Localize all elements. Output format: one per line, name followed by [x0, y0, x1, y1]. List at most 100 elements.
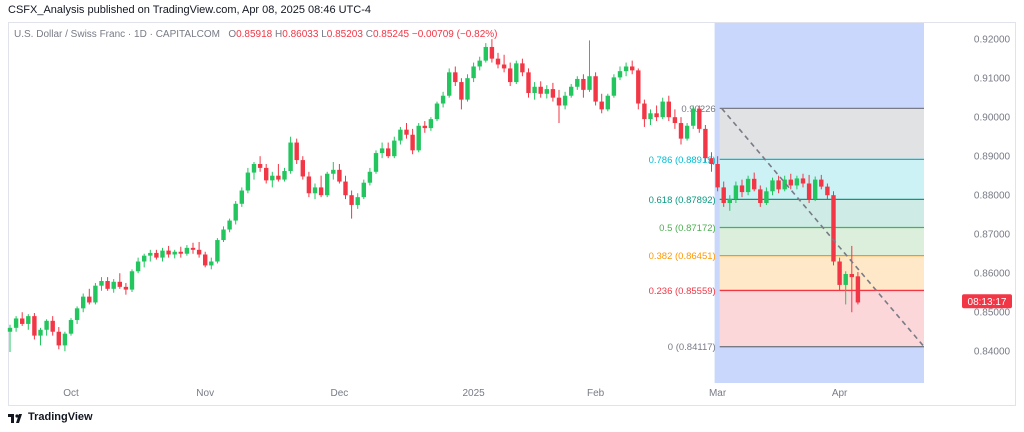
- candle-body: [422, 125, 427, 129]
- candle-body: [294, 142, 299, 161]
- candle-body: [355, 197, 360, 205]
- candle-body: [99, 281, 104, 286]
- fib-band-base: [719, 227, 924, 256]
- candle-body: [544, 89, 549, 94]
- candle-body: [410, 134, 415, 151]
- candle-body: [38, 329, 43, 336]
- y-tick-label: 0.87000: [974, 230, 1011, 241]
- candle-body: [81, 296, 86, 309]
- fib-band-2: [719, 199, 924, 228]
- x-tick-label: Oct: [63, 388, 79, 399]
- y-tick-label: 0.92000: [974, 35, 1011, 46]
- candle-body: [489, 46, 495, 59]
- fib-band-5: [719, 290, 924, 347]
- candle-body: [526, 72, 531, 93]
- fib-band-1: [719, 159, 924, 200]
- candle-body: [190, 247, 196, 250]
- candle-body: [26, 316, 31, 324]
- candle-body: [642, 103, 647, 120]
- candle-body: [349, 195, 354, 205]
- tradingview-logo[interactable]: TradingView: [8, 411, 93, 423]
- fib-band-base: [719, 199, 924, 228]
- y-tick-label: 0.84000: [974, 347, 1011, 358]
- candle-body: [386, 148, 391, 157]
- x-tick-label: Dec: [331, 388, 349, 399]
- candle-body: [776, 180, 781, 190]
- candle-body: [520, 63, 525, 73]
- close-label: C: [365, 29, 373, 40]
- candle-body: [532, 86, 537, 93]
- candle-body: [556, 97, 562, 106]
- candle-body: [648, 113, 653, 120]
- candle-body: [447, 72, 452, 96]
- candle-body: [569, 86, 574, 96]
- candle-body: [93, 285, 98, 303]
- candle-body: [367, 171, 373, 183]
- candle-body: [459, 82, 464, 100]
- x-tick-label: Apr: [832, 388, 848, 399]
- open-value: 0.85918: [236, 29, 273, 40]
- candle-body: [825, 186, 830, 196]
- candle-body: [203, 254, 208, 266]
- candle-body: [709, 158, 714, 164]
- candle-body: [630, 66, 635, 71]
- candle-body: [257, 163, 263, 168]
- candle-body: [196, 249, 202, 255]
- candle-body: [288, 142, 293, 172]
- candle-body: [758, 189, 763, 203]
- y-tick-label: 0.91000: [974, 74, 1011, 85]
- candle-body: [788, 179, 793, 186]
- candle-body: [227, 220, 232, 230]
- fib-band-4: [719, 255, 924, 291]
- candle-body: [843, 273, 848, 285]
- candle-body: [142, 255, 147, 262]
- tradingview-logo-icon: [8, 411, 24, 423]
- candle-body: [331, 169, 336, 174]
- candle-body: [404, 129, 409, 135]
- candle-body: [538, 86, 543, 94]
- candle-body: [172, 251, 177, 255]
- candle-body: [587, 76, 592, 90]
- candle-body: [831, 195, 836, 262]
- candle-body: [764, 191, 769, 203]
- tradingview-brand: TradingView: [28, 411, 93, 423]
- candle-body: [483, 46, 488, 61]
- candle-body: [849, 273, 854, 278]
- fib-label-2: 0.618 (0.87892): [649, 195, 716, 206]
- candle-body: [392, 140, 397, 157]
- candle-body: [617, 71, 623, 78]
- symbol-legend: U.S. Dollar / Swiss Franc · 1D · CAPITAL…: [14, 29, 498, 40]
- high-label: H: [275, 29, 283, 40]
- candle-body: [373, 153, 379, 172]
- x-tick-label: Feb: [587, 388, 605, 399]
- candle-body: [855, 276, 861, 303]
- candle-body: [300, 160, 305, 177]
- candle-body: [312, 187, 318, 194]
- candle-body: [62, 333, 68, 346]
- fib-label-4: 0.382 (0.86451): [649, 251, 716, 262]
- candle-body: [782, 179, 787, 190]
- candle-body: [684, 125, 690, 139]
- candle-body: [514, 63, 519, 83]
- candle-body: [50, 320, 55, 332]
- candle-body: [672, 117, 678, 124]
- candle-body: [239, 190, 244, 204]
- candle-body: [654, 113, 659, 118]
- candle-body: [160, 250, 165, 258]
- candle-body: [221, 229, 226, 241]
- candle-body: [495, 58, 501, 65]
- x-tick-label: Mar: [709, 388, 727, 399]
- fib-band-3: [719, 227, 924, 256]
- fib-label-1: 0.786 (0.88919): [649, 155, 716, 166]
- candle-body: [105, 281, 110, 289]
- candle-body: [276, 175, 281, 180]
- low-label: L: [321, 29, 327, 40]
- candle-body: [233, 203, 238, 221]
- candle-body: [56, 331, 61, 346]
- candle-body: [32, 316, 37, 336]
- candle-body: [318, 187, 324, 196]
- candle-body: [270, 175, 275, 181]
- candle-body: [135, 261, 141, 272]
- fib-label-3: 0.5 (0.87172): [659, 223, 716, 234]
